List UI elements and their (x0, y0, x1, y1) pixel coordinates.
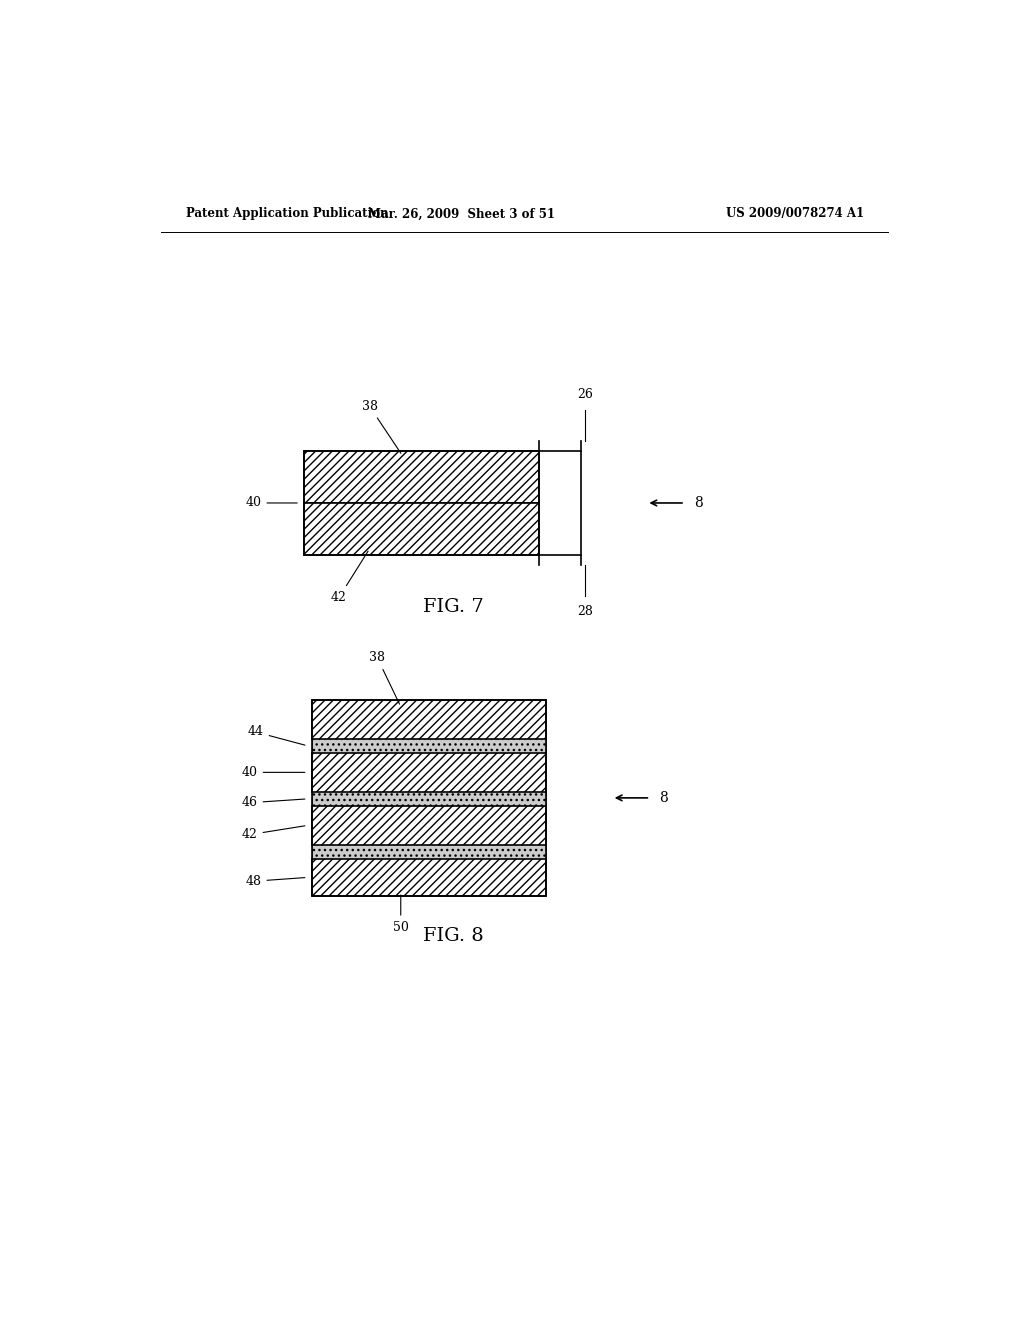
Text: 42: 42 (331, 552, 368, 603)
Text: 40: 40 (242, 766, 305, 779)
Text: 46: 46 (242, 796, 305, 809)
Bar (304, 503, 539, 554)
Bar (304, 451, 539, 503)
Text: 26: 26 (577, 388, 593, 401)
Bar (311, 700, 547, 739)
Text: Patent Application Publication: Patent Application Publication (186, 207, 388, 220)
Text: FIG. 7: FIG. 7 (424, 598, 484, 615)
Text: 8: 8 (694, 496, 702, 510)
Text: 38: 38 (361, 400, 401, 453)
Bar (311, 700, 547, 896)
Bar (311, 805, 547, 845)
Bar (311, 752, 547, 792)
Bar (311, 739, 547, 752)
Text: 44: 44 (248, 726, 305, 744)
Text: 40: 40 (246, 496, 297, 510)
Text: FIG. 8: FIG. 8 (424, 927, 484, 945)
Bar (311, 845, 547, 859)
Bar (311, 792, 547, 805)
Text: 38: 38 (370, 651, 399, 704)
Text: 50: 50 (393, 895, 409, 933)
Text: 42: 42 (242, 826, 305, 841)
Text: 28: 28 (577, 605, 593, 618)
Bar (311, 859, 547, 896)
Text: 8: 8 (659, 791, 669, 805)
Text: US 2009/0078274 A1: US 2009/0078274 A1 (726, 207, 864, 220)
Text: 48: 48 (246, 875, 305, 888)
Text: Mar. 26, 2009  Sheet 3 of 51: Mar. 26, 2009 Sheet 3 of 51 (369, 207, 555, 220)
Bar (304, 451, 539, 554)
